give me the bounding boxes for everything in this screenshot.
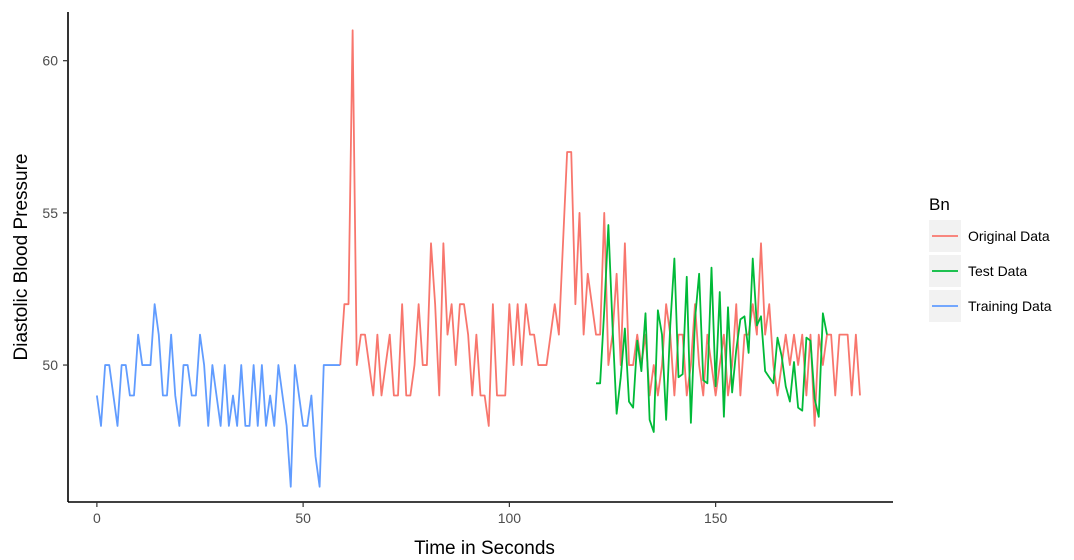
series-layer — [95, 29, 861, 488]
y-tick-label: 55 — [42, 205, 58, 221]
x-tick-label: 50 — [295, 510, 311, 526]
series-line-original-data — [339, 29, 861, 427]
x-tick-label: 150 — [704, 510, 728, 526]
legend-label-training-data: Training Data — [968, 298, 1052, 314]
series-line-test-data — [596, 224, 828, 433]
x-tick-label: 0 — [93, 510, 101, 526]
y-tick-label: 60 — [42, 53, 58, 69]
x-tick-label: 100 — [498, 510, 522, 526]
legend: Bn Original Data Test Data Training Data — [929, 195, 1052, 322]
series-line-training-data — [95, 303, 341, 488]
legend-title: Bn — [929, 195, 950, 214]
legend-label-test-data: Test Data — [968, 263, 1027, 279]
x-axis: 0 50 100 150 — [68, 501, 893, 526]
y-axis: 50 55 60 — [42, 12, 69, 502]
x-axis-title: Time in Seconds — [414, 538, 555, 559]
legend-label-original-data: Original Data — [968, 228, 1050, 244]
y-axis-title: Diastolic Blood Pressure — [11, 154, 32, 361]
y-tick-label: 50 — [42, 357, 58, 373]
